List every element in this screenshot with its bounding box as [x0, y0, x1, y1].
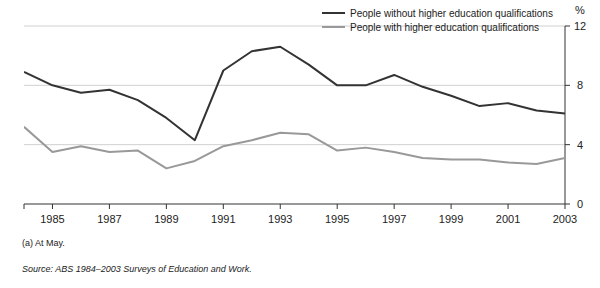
x-tick-label: 1987 [97, 213, 121, 225]
x-axis [24, 204, 565, 205]
y-axis-label: % [575, 4, 585, 16]
x-tick-label: 1997 [382, 213, 406, 225]
series-line [24, 47, 565, 140]
x-tick-label: 1991 [211, 213, 235, 225]
plot-area [24, 47, 565, 169]
x-axis-end [24, 204, 25, 209]
x-tick-label: 1999 [439, 213, 463, 225]
x-tick [508, 204, 509, 209]
x-tick [223, 204, 224, 209]
series-line [24, 127, 565, 169]
grid-line [24, 85, 565, 86]
x-tick [337, 204, 338, 209]
y-tick-label: 12 [574, 20, 586, 32]
x-tick-label: 1995 [325, 213, 349, 225]
x-tick-label: 2003 [553, 213, 577, 225]
y-tick [565, 204, 570, 205]
footnote: (a) At May. [22, 238, 65, 248]
source: Source: ABS 1984–2003 Surveys of Educati… [22, 264, 252, 274]
y-tick [565, 85, 570, 86]
legend-swatch [322, 26, 345, 28]
legend-label: People with higher education qualificati… [350, 22, 539, 33]
y-tick-label: 8 [577, 79, 583, 91]
legend-label: People without higher education qualific… [350, 8, 553, 19]
y-tick-label: 4 [577, 139, 583, 151]
chart: 0 4 8 12% 1985 1987 1989 1991 1993 1995 1997 1999 20… [0, 0, 600, 288]
x-tick-label: 1993 [268, 213, 292, 225]
y-tick-label: 0 [577, 198, 583, 210]
x-tick [280, 204, 281, 209]
y-tick [565, 26, 570, 27]
x-tick-label: 1989 [154, 213, 178, 225]
y-axis [565, 26, 566, 204]
x-tick [451, 204, 452, 209]
x-tick [166, 204, 167, 209]
y-tick [565, 144, 570, 145]
grid-line [24, 144, 565, 145]
x-tick-label: 1985 [40, 213, 64, 225]
x-tick [565, 204, 566, 209]
legend-swatch [322, 12, 345, 14]
x-tick [394, 204, 395, 209]
x-tick [52, 204, 53, 209]
x-tick [109, 204, 110, 209]
x-tick-label: 2001 [496, 213, 520, 225]
